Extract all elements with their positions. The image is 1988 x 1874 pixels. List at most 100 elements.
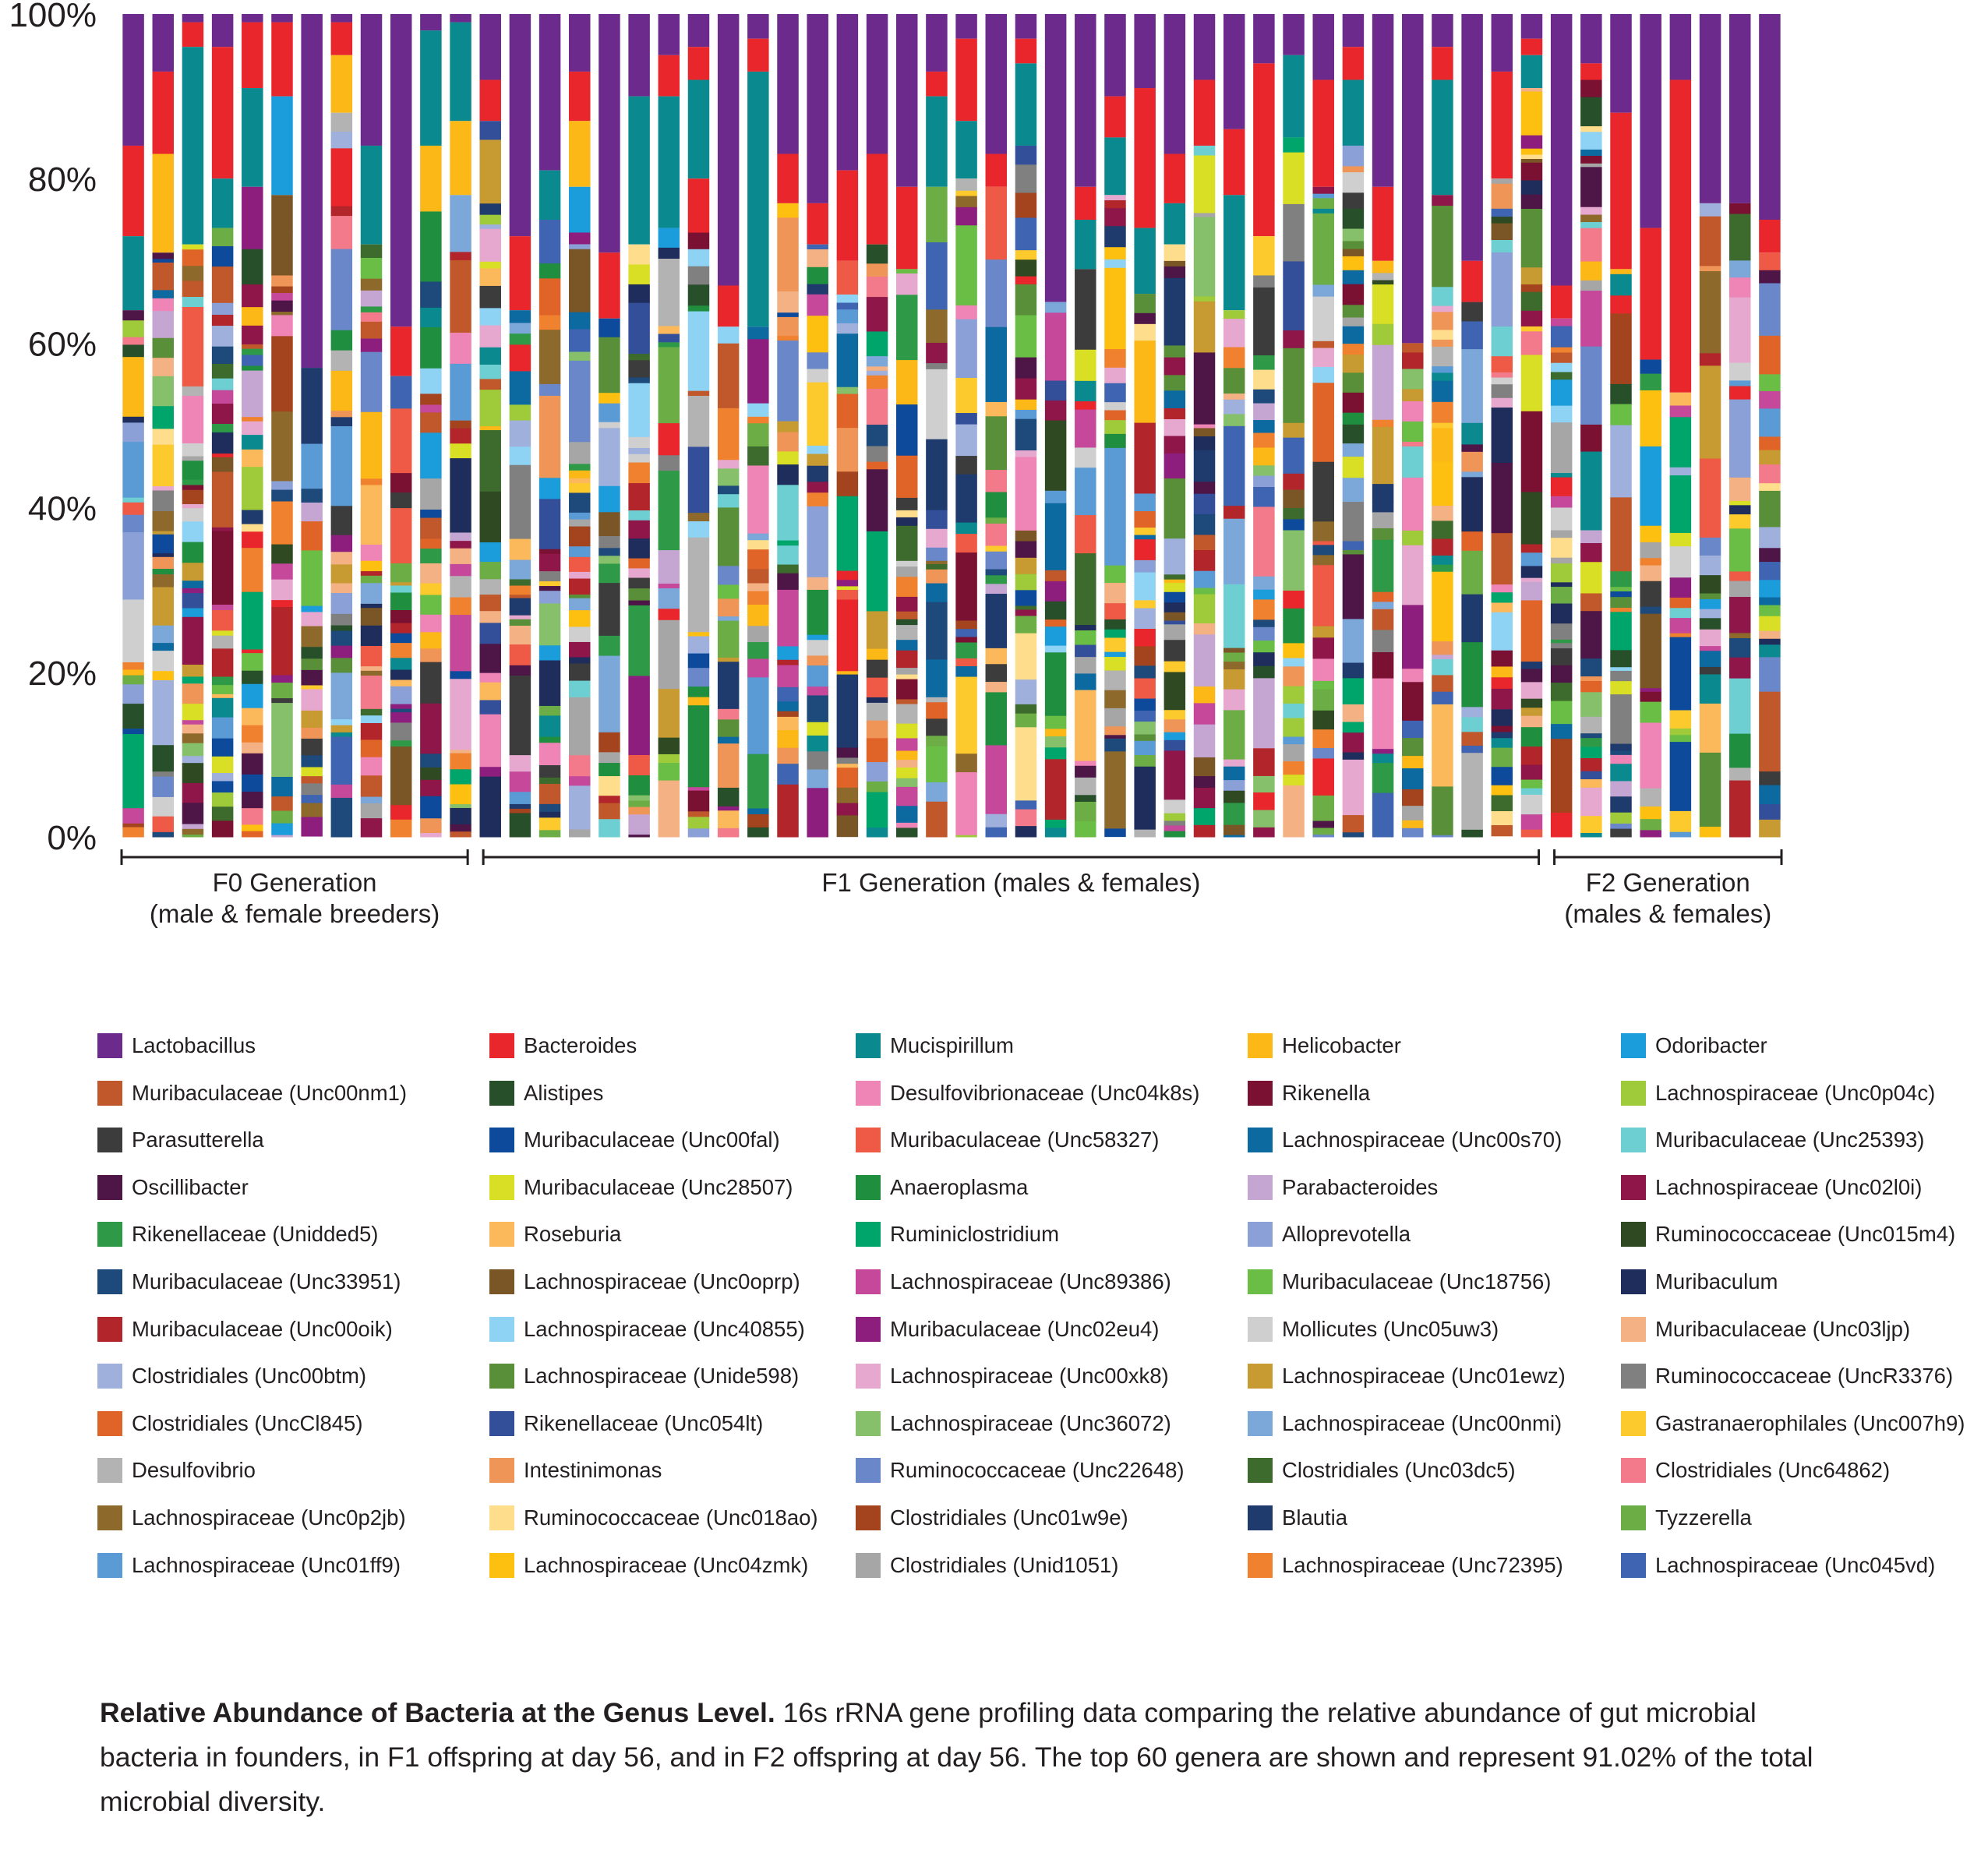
bar-segment [1104, 137, 1126, 196]
bar-segment [1075, 342, 1096, 351]
bar-segment [538, 278, 561, 316]
bar-segment [1610, 828, 1632, 838]
bar-segment [569, 483, 591, 493]
bar-segment [955, 319, 977, 379]
bar-segment [1044, 570, 1067, 582]
bar-segment [985, 813, 1008, 828]
bar-segment [450, 14, 471, 23]
bar-segment [420, 30, 442, 146]
bar-segment [1759, 597, 1781, 606]
bar-segment [1104, 603, 1126, 620]
bar-segment [509, 598, 531, 616]
bar-segment [1342, 678, 1365, 705]
bar-segment [182, 676, 204, 684]
bar-segment [1491, 397, 1513, 408]
bar-segment [242, 355, 263, 367]
legend-swatch [1248, 1410, 1273, 1436]
bar-segment [182, 581, 204, 589]
bar-segment [1312, 828, 1334, 835]
bar-segment [1520, 581, 1543, 601]
bar-segment [687, 232, 710, 250]
bar-segment [1491, 240, 1513, 253]
bar-segment [955, 835, 977, 838]
bar-segment [182, 14, 204, 23]
bar-segment [777, 14, 799, 154]
bar-segment [1640, 701, 1661, 723]
bar-segment [1283, 437, 1305, 475]
legend-label: Muribaculaceae (Unc58327) [890, 1128, 1160, 1152]
bar-segment [1491, 14, 1513, 72]
bar-segment [747, 677, 769, 755]
bar-segment [479, 364, 501, 379]
bar-segment [1580, 156, 1602, 164]
bar-segment [747, 14, 769, 39]
bar-segment [1402, 421, 1424, 443]
sample-bar [1669, 14, 1692, 838]
bar-segment [1461, 829, 1483, 838]
bar-segment [450, 671, 471, 679]
bar-segment [1580, 261, 1602, 281]
bar-segment [242, 548, 263, 593]
legend-swatch [489, 1174, 514, 1200]
bar-segment [658, 423, 680, 456]
bar-segment [658, 619, 680, 685]
bar-segment [1699, 537, 1721, 556]
bar-segment [479, 203, 501, 216]
bar-segment [301, 710, 323, 729]
bar-segment [152, 429, 175, 446]
bar-segment [1015, 450, 1037, 458]
bar-segment [1759, 283, 1781, 337]
bar-segment [1580, 206, 1602, 216]
bar-segment [955, 424, 977, 457]
bar-segment [1342, 256, 1365, 271]
bar-segment [1580, 738, 1602, 748]
bar-segment [1253, 389, 1275, 404]
bar-segment [717, 620, 740, 658]
bar-segment [360, 583, 383, 605]
bar-segment [301, 14, 323, 369]
bar-segment [420, 368, 442, 394]
legend-item: Muribaculaceae (Unc03ljp) [1621, 1314, 1910, 1345]
bar-segment [1283, 703, 1305, 718]
bar-segment [1520, 794, 1543, 815]
legend-label: Parasutterella [132, 1128, 264, 1152]
bar-segment [955, 178, 977, 192]
bar-segment [1193, 79, 1216, 146]
bar-segment [301, 767, 323, 777]
bar-segment [1461, 753, 1483, 831]
bar-segment [1728, 733, 1751, 768]
bar-segment [687, 446, 710, 513]
bar-segment [747, 339, 769, 404]
bar-segment [1550, 639, 1573, 644]
bar-segment [926, 439, 948, 511]
bar-segment [926, 369, 948, 440]
bar-segment [777, 716, 799, 731]
bar-segment [1104, 410, 1126, 421]
bar-segment [955, 413, 977, 425]
bar-segment [1491, 339, 1513, 357]
bar-segment [242, 284, 263, 308]
bar-segment [1312, 284, 1334, 298]
bar-segment [1728, 380, 1751, 386]
bar-segment [1342, 344, 1365, 355]
bar-segment [1163, 375, 1186, 391]
bar-segment [1342, 554, 1365, 619]
legend-label: Lachnospiraceae (Unc0oprp) [524, 1269, 800, 1293]
bar-segment [1550, 563, 1573, 583]
legend-item: Lachnospiraceae (Unc0p04c) [1621, 1078, 1935, 1109]
bar-segment [1134, 740, 1156, 756]
bar-segment [211, 648, 234, 677]
bar-segment [1193, 155, 1216, 214]
bar-segment [479, 491, 501, 543]
bar-segment [1461, 321, 1483, 350]
bar-segment [211, 266, 234, 304]
bar-segment [1223, 425, 1245, 506]
bar-segment [390, 592, 412, 611]
bar-segment [390, 658, 412, 671]
bar-segment [390, 492, 412, 509]
bar-segment [211, 314, 234, 326]
bar-segment [1550, 724, 1573, 739]
bar-segment [211, 47, 234, 179]
bar-segment [538, 803, 561, 813]
bar-segment [1520, 577, 1543, 583]
